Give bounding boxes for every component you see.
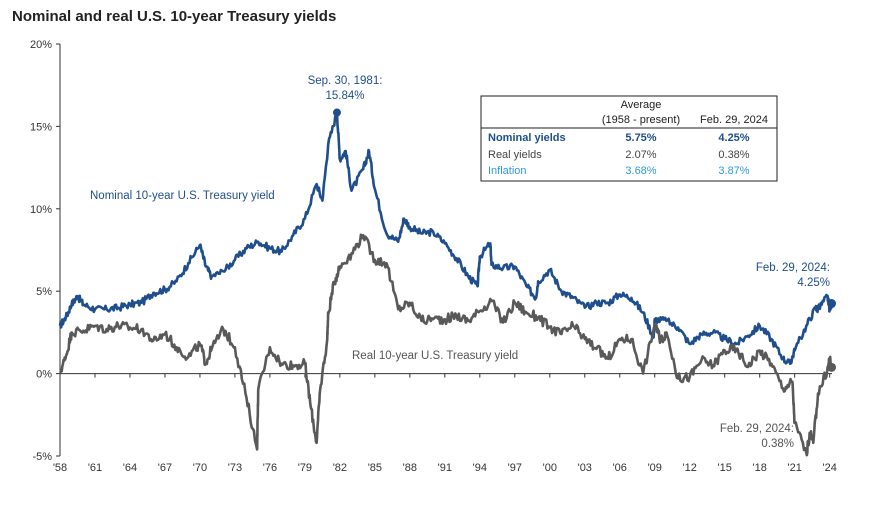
x-tick-label: '06 [613, 462, 627, 474]
x-tick-label: '58 [53, 462, 67, 474]
x-tick-label: '70 [193, 462, 207, 474]
x-tick-label: '24 [822, 462, 836, 474]
y-tick-label: 0% [36, 369, 52, 381]
axes: -5% 0% 5% 10% 15% 20% '58 '61 '64 '67 '70 '73 '76 '79… [30, 39, 837, 474]
x-tick-label: '85 [368, 462, 382, 474]
nominal-end-marker [827, 299, 837, 309]
x-tick-label: '64 [123, 462, 137, 474]
nominal-end-value-label: 4.25% [797, 277, 830, 289]
series-layer [58, 108, 837, 457]
x-tick-label: '94 [473, 462, 487, 474]
table-row-inflation-latest: 3.87% [718, 165, 749, 177]
table-row-real-average: 2.07% [625, 149, 656, 161]
nominal-yield-line [58, 111, 833, 366]
y-tick-label: 10% [30, 204, 52, 216]
table-header-average-period: (1958 - present) [602, 114, 680, 126]
x-tick-label: '00 [543, 462, 557, 474]
x-tick-label: '73 [228, 462, 242, 474]
table-row-real-latest: 0.38% [718, 149, 749, 161]
x-tick-label: '97 [508, 462, 522, 474]
y-tick-label: 20% [30, 39, 52, 51]
stats-table-border [480, 95, 778, 182]
x-tick-label: '15 [718, 462, 732, 474]
stats-table: Average (1958 - present) Feb. 29, 2024 N… [480, 95, 778, 182]
table-header-average: Average [621, 99, 662, 111]
x-tick-label: '82 [333, 462, 347, 474]
peak-marker [332, 108, 341, 117]
table-row-nominal-label: Nominal yields [488, 132, 566, 144]
table-row-real-label: Real yields [488, 149, 542, 161]
x-tick-label: '03 [578, 462, 592, 474]
x-tick-label: '88 [403, 462, 417, 474]
real-end-marker [827, 362, 837, 372]
table-header-latest: Feb. 29, 2024 [700, 114, 768, 126]
x-tick-label: '09 [648, 462, 662, 474]
x-tick-label: '21 [788, 462, 802, 474]
peak-value-label: 15.84% [325, 90, 364, 102]
x-tick-label: '79 [298, 462, 312, 474]
real-end-value-label: 0.38% [761, 438, 794, 450]
y-tick-label: 15% [30, 121, 52, 133]
chart-title: Nominal and real U.S. 10-year Treasury y… [12, 8, 337, 25]
real-yield-line [59, 233, 833, 457]
table-row-inflation-average: 3.68% [625, 165, 656, 177]
x-tick-label: '12 [683, 462, 697, 474]
annotations: Sep. 30, 1981: 15.84% Nominal 10-year U.… [90, 75, 830, 450]
x-tick-label: '91 [438, 462, 452, 474]
nominal-series-label: Nominal 10-year U.S. Treasury yield [90, 190, 275, 202]
x-tick-label: '76 [263, 462, 277, 474]
table-row-nominal-latest: 4.25% [718, 132, 749, 144]
real-end-date-label: Feb. 29, 2024: [720, 423, 794, 435]
x-tick-label: '67 [158, 462, 172, 474]
nominal-end-date-label: Feb. 29, 2024: [756, 262, 830, 274]
table-row-inflation-label: Inflation [488, 165, 527, 177]
y-tick-label: 5% [36, 286, 52, 298]
y-tick-label: -5% [32, 451, 52, 463]
real-series-label: Real 10-year U.S. Treasury yield [352, 350, 518, 362]
table-row-nominal-average: 5.75% [625, 132, 656, 144]
x-tick-label: '18 [753, 462, 767, 474]
x-tick-label: '61 [88, 462, 102, 474]
peak-date-label: Sep. 30, 1981: [308, 75, 383, 87]
